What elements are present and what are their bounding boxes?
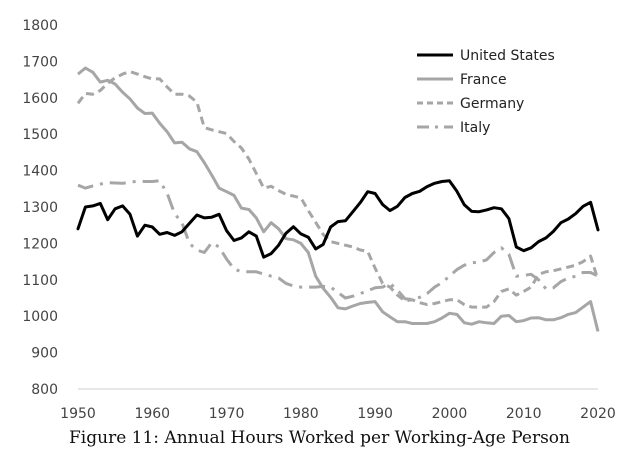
y-tick-labels: 800 900 1000 1100 1200 1300 1400 1500 1600 1700 18… <box>22 18 58 398</box>
y-tick-label: 1100 <box>22 273 58 289</box>
legend-label-italy: Italy <box>460 120 490 136</box>
x-tick-label: 1990 <box>357 406 393 422</box>
y-tick-label: 1000 <box>22 309 58 325</box>
legend-label-germany: Germany <box>460 96 524 112</box>
x-tick-labels: 1950 1960 1970 1980 1990 2000 2010 2020 <box>60 406 616 422</box>
series-line-france <box>77 66 600 332</box>
legend-label-france: France <box>460 72 507 88</box>
figure-caption: Figure 11: Annual Hours Worked per Worki… <box>69 428 570 448</box>
x-tick-label: 1980 <box>283 406 319 422</box>
x-tick-label: 1950 <box>60 406 96 422</box>
y-tick-label: 1600 <box>22 91 58 107</box>
series-line-germany <box>76 70 600 309</box>
y-tick-label: 1800 <box>22 18 58 34</box>
legend: United States France Germany Italy <box>417 48 555 136</box>
y-tick-label: 1300 <box>22 200 58 216</box>
y-tick-label: 1200 <box>22 236 58 252</box>
legend-label-united-states: United States <box>460 48 555 64</box>
x-tick-label: 2010 <box>506 406 542 422</box>
y-tick-label: 800 <box>31 382 58 398</box>
series-line-united-states <box>76 179 600 259</box>
y-tick-label: 900 <box>31 346 58 362</box>
y-tick-label: 1700 <box>22 54 58 70</box>
series-lines <box>76 66 600 332</box>
x-tick-label: 1970 <box>209 406 245 422</box>
x-tick-label: 2020 <box>580 406 616 422</box>
y-tick-label: 1400 <box>22 164 58 180</box>
x-tick-label: 1960 <box>134 406 170 422</box>
x-tick-label: 2000 <box>432 406 468 422</box>
series-line-italy <box>77 179 599 301</box>
y-tick-label: 1500 <box>22 127 58 143</box>
